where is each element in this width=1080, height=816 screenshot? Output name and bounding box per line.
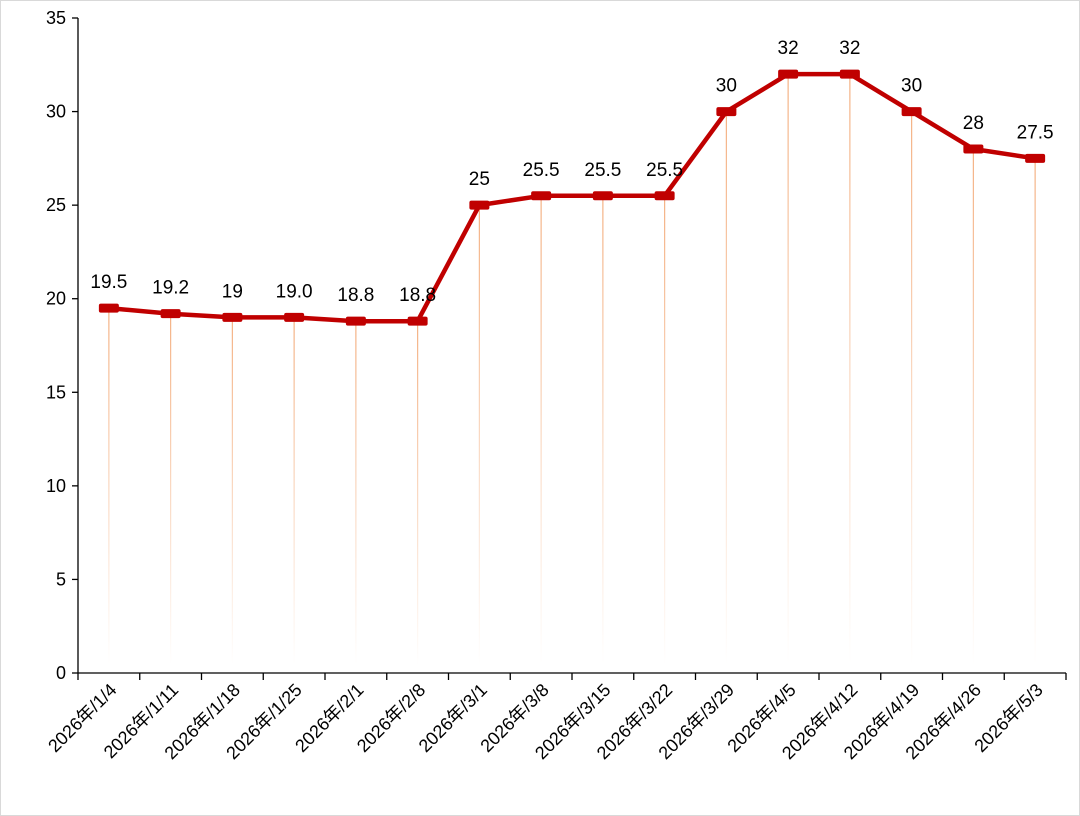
y-tick-label: 15 [46,382,66,402]
y-tick-label: 30 [46,102,66,122]
drop-line [540,195,542,666]
drop-line [664,195,666,666]
data-point-marker [654,191,675,201]
data-label: 28 [963,113,984,134]
data-point-marker [716,107,737,117]
data-point-marker [839,69,860,79]
data-label: 18.8 [399,285,436,306]
drop-line [108,308,110,665]
y-tick-label: 35 [46,8,66,28]
y-ticks: 0 5 10 15 20 25 30 35 [46,8,78,683]
data-label: 32 [839,38,860,59]
data-point-marker [284,312,305,322]
drop-line [849,74,851,665]
data-point-marker [160,309,181,319]
data-label: 19.2 [152,278,189,299]
y-tick-label: 5 [56,569,66,589]
drop-line [231,317,233,665]
data-label: 19.0 [276,281,313,302]
drop-line [355,321,357,665]
drop-line [972,149,974,665]
data-label: 30 [716,76,737,97]
series-line [106,71,1038,324]
data-label: 19.5 [90,272,127,293]
drop-line [417,321,419,665]
drop-line [602,195,604,666]
data-label: 27.5 [1017,122,1054,143]
y-tick-label: 25 [46,195,66,215]
data-point-marker [963,144,984,154]
data-label: 25.5 [523,160,560,181]
data-labels: 19.5 19.2 19 19.0 18.8 18.8 25 25.5 25.5 25.5 30 32… [90,38,1053,306]
drop-line [293,317,295,665]
data-point-marker [778,69,799,79]
drop-line [725,111,727,666]
drop-line [1034,158,1036,665]
data-point-marker [407,316,428,326]
data-point-marker [592,191,613,201]
y-tick-label: 10 [46,476,66,496]
data-point-marker [1025,153,1046,163]
drop-line [170,313,172,665]
y-tick-label: 0 [56,663,66,683]
drop-line [787,74,789,665]
data-label: 30 [901,76,922,97]
data-point-marker [98,303,119,313]
data-label: 25 [469,169,490,190]
drop-line [911,111,913,666]
data-point-marker [345,316,366,326]
data-label: 19 [222,281,243,302]
data-point-marker [901,107,922,117]
data-point-marker [469,200,490,210]
data-label: 32 [778,38,799,59]
data-label: 18.8 [337,285,374,306]
y-tick-label: 20 [46,289,66,309]
data-point-marker [222,312,243,322]
data-point-marker [531,191,552,201]
data-label: 25.5 [646,160,683,181]
x-ticks: 2026年/1/42026年/1/112026年/1/182026年/1/252… [44,673,1067,763]
drop-line [478,205,480,665]
data-label: 25.5 [584,160,621,181]
markers [98,69,1046,326]
drop-lines [108,74,1036,666]
